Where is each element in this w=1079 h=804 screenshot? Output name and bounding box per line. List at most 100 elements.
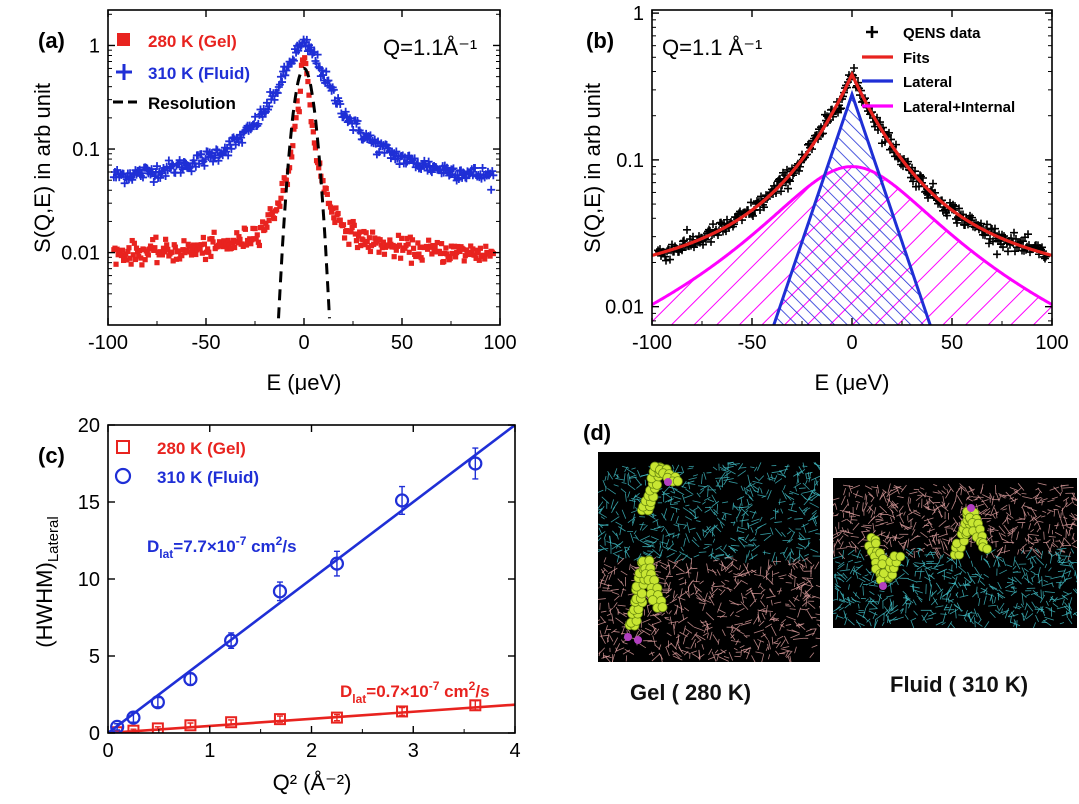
lipid-strand xyxy=(790,531,796,540)
annotation-part: cm xyxy=(246,537,275,556)
fluid-data-point xyxy=(276,72,285,81)
lipid-strand xyxy=(706,633,709,639)
lipid-strand xyxy=(708,506,716,516)
lipid-strand xyxy=(1002,558,1007,566)
lipid-strand xyxy=(658,644,662,650)
lipid-strand xyxy=(1030,529,1035,533)
lipid-strand xyxy=(1036,527,1041,533)
lipid-strand xyxy=(716,649,727,656)
lipid-strand xyxy=(889,609,899,615)
fluid-data-point xyxy=(175,156,184,165)
lipid-strand xyxy=(755,651,763,654)
lipid-strand xyxy=(712,634,719,643)
lipid-strand xyxy=(704,509,711,513)
lipid-strand xyxy=(941,575,952,579)
lipid-strand xyxy=(800,608,808,611)
gel-data-point xyxy=(316,165,322,171)
lipid-strand xyxy=(776,635,784,640)
lipid-strand xyxy=(954,572,961,577)
lipid-strand xyxy=(886,498,895,506)
lipid-strand xyxy=(893,485,904,491)
lipid-strand xyxy=(759,566,762,576)
lipid-strand xyxy=(835,561,841,564)
lipid-strand xyxy=(661,527,665,533)
gel-data-point xyxy=(194,247,200,253)
lipid-strand xyxy=(719,589,726,596)
gel-data-point xyxy=(151,247,157,254)
lipid-strand xyxy=(986,530,995,532)
lipid-strand xyxy=(689,508,696,514)
lipid-strand xyxy=(792,637,803,640)
lipid-strand xyxy=(994,555,1004,563)
legend-fluid-marker xyxy=(116,64,132,80)
lateral-area xyxy=(773,94,931,325)
lipid-strand xyxy=(740,622,752,626)
lipid-strand xyxy=(1038,574,1040,584)
lipid-strand xyxy=(640,629,651,636)
lipid-strand xyxy=(797,562,806,568)
gel-data-point xyxy=(152,245,158,251)
lipid-strand xyxy=(785,494,795,500)
lipid-strand xyxy=(1007,528,1017,535)
lipid-strand xyxy=(598,651,601,657)
lipid-strand xyxy=(757,494,766,497)
error-bar xyxy=(333,550,340,577)
lipid-strand xyxy=(963,617,967,622)
lipid-strand xyxy=(910,547,916,551)
lipid-strand xyxy=(1037,579,1043,584)
lipid-strand xyxy=(644,479,647,486)
lipid-strand xyxy=(1072,588,1077,594)
panel-c-marks xyxy=(108,425,515,733)
lipid-strand xyxy=(1051,582,1054,588)
lipid-strand xyxy=(796,623,801,627)
lipid-strand xyxy=(923,565,931,571)
gel-data-point xyxy=(462,253,468,259)
y-tick-label: 1 xyxy=(633,3,644,25)
lipid-strand xyxy=(793,595,799,602)
molecule-accent-atom xyxy=(634,636,642,644)
lipid-strand xyxy=(925,505,931,511)
lipid-strand xyxy=(899,535,904,540)
lipid-strand xyxy=(707,656,716,660)
lipid-strand xyxy=(835,614,839,620)
gel-data-point xyxy=(481,252,487,258)
lipid-strand xyxy=(734,578,738,585)
lipid-strand xyxy=(879,505,888,514)
fluid-data-point xyxy=(200,161,209,170)
lipid-strand xyxy=(833,532,839,536)
lipid-strand xyxy=(692,500,701,503)
lipid-strand xyxy=(609,535,612,543)
lipid-strand xyxy=(661,491,672,499)
lipid-strand xyxy=(814,561,820,570)
lipid-strand xyxy=(900,523,909,529)
lipid-strand xyxy=(750,527,754,533)
lipid-strand xyxy=(974,620,983,627)
lipid-strand xyxy=(804,553,809,557)
fluid-data-point xyxy=(449,164,458,173)
lipid-strand xyxy=(673,655,683,661)
legend-qens-marker xyxy=(866,26,878,38)
lipid-strand xyxy=(980,555,983,561)
lipid-strand xyxy=(1000,549,1011,554)
lipid-strand xyxy=(989,593,993,602)
lipid-strand xyxy=(610,516,620,523)
lipid-strand xyxy=(765,646,769,652)
lipid-strand xyxy=(813,515,819,519)
lipid-strand xyxy=(929,609,935,615)
lipid-strand xyxy=(625,551,627,559)
lipid-strand xyxy=(1021,592,1027,598)
lipid-strand xyxy=(897,496,904,499)
lipid-strand xyxy=(788,492,794,495)
lipid-strand xyxy=(1059,580,1062,590)
qens-data-point xyxy=(977,219,985,228)
lipid-strand xyxy=(710,587,713,592)
lipid-strand xyxy=(774,478,783,484)
lipid-strand xyxy=(834,585,840,591)
lipid-strand xyxy=(946,598,954,603)
lipid-strand xyxy=(955,592,959,596)
gel-data-point xyxy=(184,719,197,732)
lipid-strand xyxy=(655,561,658,570)
gel-data-point xyxy=(267,206,273,212)
lipid-strand xyxy=(608,535,612,547)
lipid-strand xyxy=(1050,576,1057,580)
